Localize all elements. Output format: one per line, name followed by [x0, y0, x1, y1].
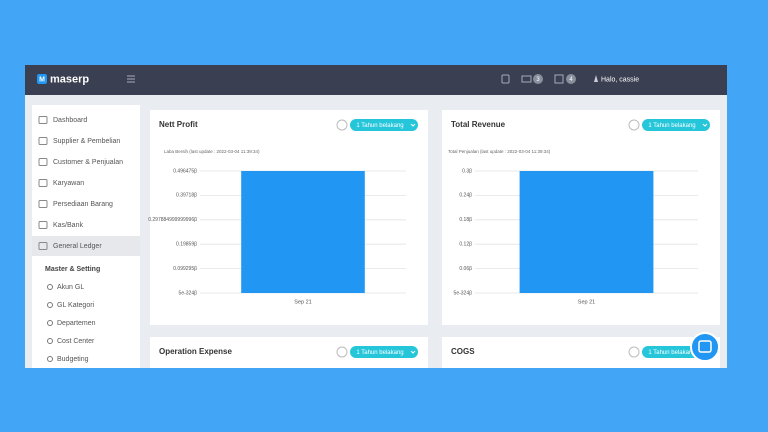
period-button[interactable] — [350, 346, 418, 358]
y-tick-label: 5e-324β — [454, 290, 473, 296]
menu-icon — [38, 221, 48, 229]
period-button[interactable] — [642, 119, 710, 131]
greeting[interactable]: Halo, cassie — [601, 76, 639, 83]
badge-bg — [566, 74, 576, 84]
submenu-item[interactable]: Cost Center — [57, 338, 95, 345]
dropdown-caret — [410, 123, 416, 127]
bar — [241, 171, 365, 293]
submenu-item[interactable]: Budgeting — [57, 356, 89, 363]
y-tick-label: 0.297884999999996β — [148, 217, 197, 223]
refresh-button[interactable] — [336, 119, 348, 131]
submenu-item[interactable]: Departemen — [57, 320, 96, 327]
bullet — [47, 356, 53, 362]
bullet — [47, 284, 53, 290]
refresh-button[interactable] — [336, 346, 348, 358]
bullet — [47, 320, 53, 326]
y-tick-label: 0.099295β — [173, 266, 197, 272]
menu-icon — [38, 200, 48, 208]
chat-button[interactable] — [690, 332, 720, 362]
menu-item[interactable]: Persediaan Barang — [53, 201, 113, 208]
refresh-button[interactable] — [628, 346, 640, 358]
dropdown-caret — [410, 350, 416, 354]
period-button-label: 1 Tahun belakang — [356, 123, 403, 129]
user-icon — [594, 75, 598, 82]
refresh-button[interactable] — [628, 119, 640, 131]
x-tick-label: Sep 21 — [294, 299, 311, 305]
logo-icon: M — [39, 76, 45, 83]
submenu-item[interactable]: GL Kategori — [57, 302, 95, 309]
menu-item[interactable]: General Ledger — [53, 243, 102, 250]
logo[interactable]: maserp — [50, 73, 89, 85]
bar — [519, 171, 654, 293]
menu-icon[interactable] — [127, 75, 135, 83]
y-tick-label: 0.12β — [459, 242, 472, 248]
y-tick-label: 0.3β — [462, 168, 472, 174]
chat-icon — [698, 340, 712, 353]
lock-icon[interactable] — [501, 74, 510, 84]
mail-icon[interactable] — [521, 75, 532, 83]
top-bar — [25, 65, 727, 95]
badge-bg — [533, 74, 543, 84]
period-button-label: 1 Tahun belakang — [356, 350, 403, 356]
card-title: Nett Profit — [159, 120, 198, 129]
menu-icon — [38, 179, 48, 187]
card-title: COGS — [451, 347, 475, 356]
chart-subtitle: Laba Bersih (last update : 2022-03-04 11… — [164, 149, 260, 154]
y-tick-label: 0.496475β — [173, 168, 197, 174]
menu-item[interactable]: Kas/Bank — [53, 222, 83, 229]
dropdown-caret — [702, 123, 708, 127]
chart-subtitle: Total Penjualan (last update : 2022-03-0… — [448, 149, 551, 154]
badge: 3 — [536, 77, 540, 83]
menu-item[interactable]: Customer & Penjualan — [53, 159, 123, 166]
menu-item[interactable]: Dashboard — [53, 117, 87, 124]
y-tick-label: 0.18β — [459, 217, 472, 223]
menu-item[interactable]: Karyawan — [53, 180, 84, 187]
active-item-bg — [32, 236, 140, 256]
bullet — [47, 302, 53, 308]
badge: 4 — [569, 77, 573, 83]
submenu-item[interactable]: Akun GL — [57, 284, 84, 291]
menu-icon — [38, 242, 48, 250]
period-button-label: 1 Tahun belakang — [648, 123, 695, 129]
menu-icon — [38, 158, 48, 166]
y-tick-label: 0.19859β — [176, 242, 197, 248]
content: M maserp 3 4 Halo, cassie Dashboard Suppl… — [25, 65, 727, 368]
menu-icon — [38, 116, 48, 124]
bullet — [47, 338, 53, 344]
menu-section: Master & Setting — [45, 266, 100, 273]
sidebar-items: Dashboard Supplier & Pembelian Customer & … — [38, 116, 123, 363]
period-button-label: 1 Tahun belakang — [648, 350, 695, 356]
menu-item[interactable]: Supplier & Pembelian — [53, 138, 120, 145]
x-tick-label: Sep 21 — [578, 299, 595, 305]
y-tick-label: 0.39718β — [176, 193, 197, 199]
logo-icon-bg — [37, 74, 47, 84]
card-title: Total Revenue — [451, 120, 506, 129]
calendar-icon[interactable] — [554, 74, 564, 84]
y-tick-label: 5e-324β — [179, 290, 198, 296]
period-button[interactable] — [350, 119, 418, 131]
y-tick-label: 0.24β — [459, 193, 472, 199]
card-title: Operation Expense — [159, 347, 232, 356]
menu-icon — [38, 137, 48, 145]
y-tick-label: 0.06β — [459, 266, 472, 272]
